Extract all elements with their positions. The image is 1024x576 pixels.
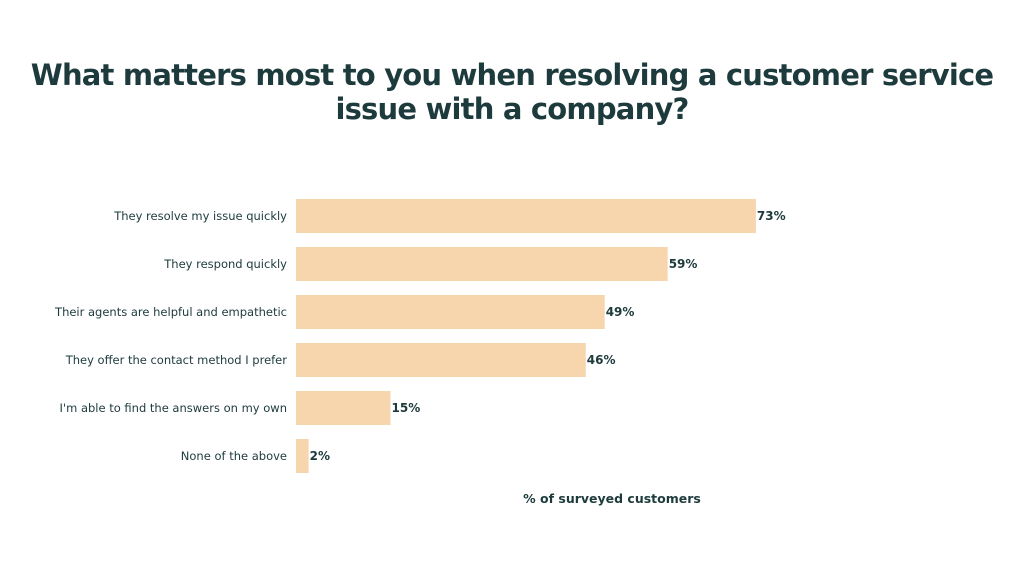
bar	[296, 295, 605, 329]
category-label: They offer the contact method I prefer	[65, 353, 288, 367]
category-label: I'm able to find the answers on my own	[60, 401, 287, 415]
value-label: 73%	[757, 209, 786, 223]
category-label: None of the above	[181, 449, 287, 463]
chart-title: What matters most to you when resolving …	[30, 58, 994, 126]
value-label: 59%	[669, 257, 698, 271]
bar	[296, 247, 668, 281]
bar	[296, 439, 309, 473]
x-axis-label: % of surveyed customers	[523, 491, 701, 506]
category-label: They resolve my issue quickly	[113, 209, 287, 223]
bar	[296, 391, 391, 425]
value-label: 49%	[606, 305, 635, 319]
category-label: They respond quickly	[163, 257, 287, 271]
value-label: 15%	[392, 401, 421, 415]
category-label: Their agents are helpful and empathetic	[54, 305, 287, 319]
value-label: 46%	[587, 353, 616, 367]
bar	[296, 343, 586, 377]
bar	[296, 199, 756, 233]
value-label: 2%	[310, 449, 330, 463]
